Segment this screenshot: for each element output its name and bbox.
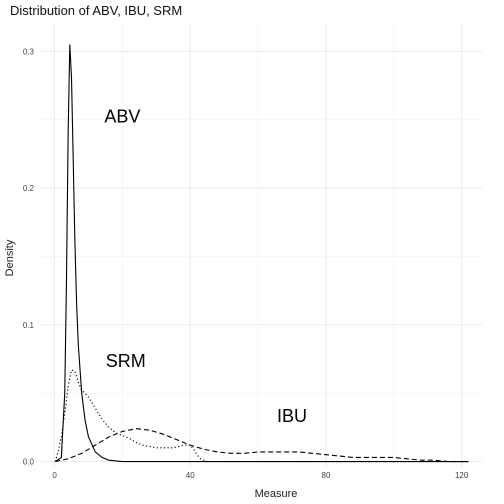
x-tick-label: 80 <box>322 471 331 480</box>
density-line-solid <box>54 44 469 463</box>
x-tick-label: 0 <box>52 471 57 480</box>
density-line-dotted <box>54 369 469 463</box>
x-axis-title: Measure <box>255 488 298 500</box>
series-group <box>54 44 469 463</box>
y-tick-label: 0.0 <box>23 458 35 467</box>
annotation-ibu: IBU <box>277 406 307 426</box>
density-line-dashed <box>55 428 469 463</box>
grid <box>41 24 482 467</box>
annotation-srm: SRM <box>106 351 146 371</box>
y-tick-label: 0.3 <box>23 47 35 56</box>
chart-title: Distribution of ABV, IBU, SRM <box>10 3 182 18</box>
y-axis-title: Density <box>4 239 16 276</box>
x-tick-label: 40 <box>186 471 195 480</box>
annotations: ABV SRM IBU <box>104 106 307 425</box>
x-tick-label: 120 <box>455 471 469 480</box>
tick-labels: 0 40 80 120 0.0 0.1 0.2 0.3 <box>23 47 469 480</box>
annotation-abv: ABV <box>104 106 140 126</box>
y-tick-label: 0.1 <box>23 321 35 330</box>
y-tick-label: 0.2 <box>23 184 35 193</box>
